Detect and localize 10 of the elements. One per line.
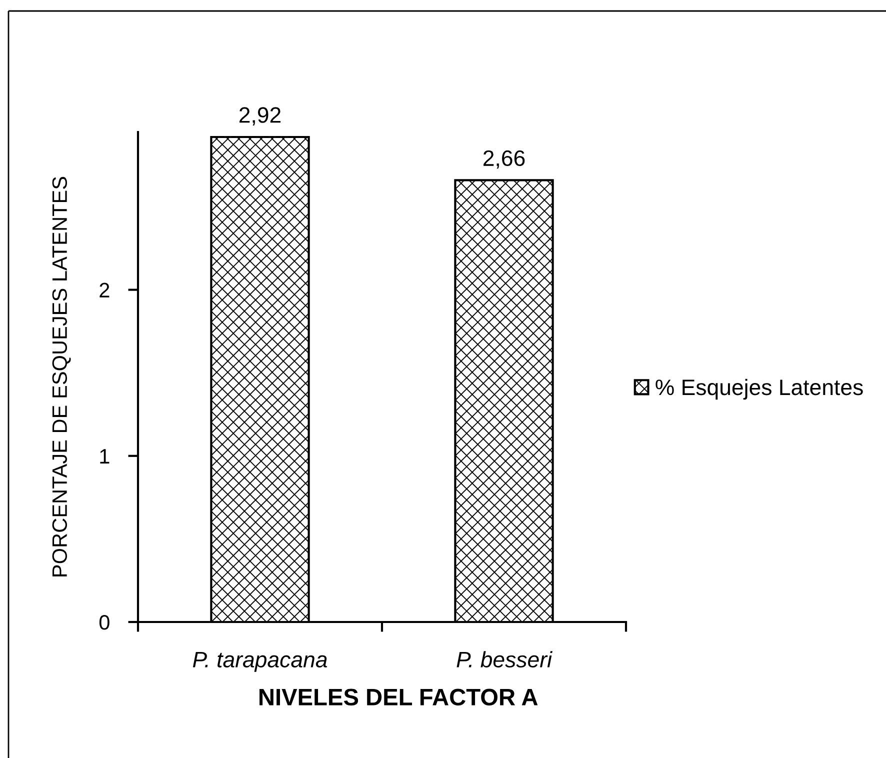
y-tick-label: 0 <box>99 615 110 630</box>
x-axis-title: NIVELES DEL FACTOR A <box>260 688 538 706</box>
y-tick-label: 1 <box>100 449 110 464</box>
y-axis-title: PORCENTAJE DE ESQUEJES LATENTES <box>52 176 71 576</box>
x-tick-label: P. besseri <box>456 651 552 668</box>
legend-label: % Esquejes Latentes <box>656 378 863 400</box>
y-tick-label: 2 <box>100 282 110 298</box>
data-label: 2,92 <box>239 107 281 126</box>
x-tick-label: P. tarapacana <box>192 652 327 672</box>
data-label: 2,66 <box>483 150 525 169</box>
